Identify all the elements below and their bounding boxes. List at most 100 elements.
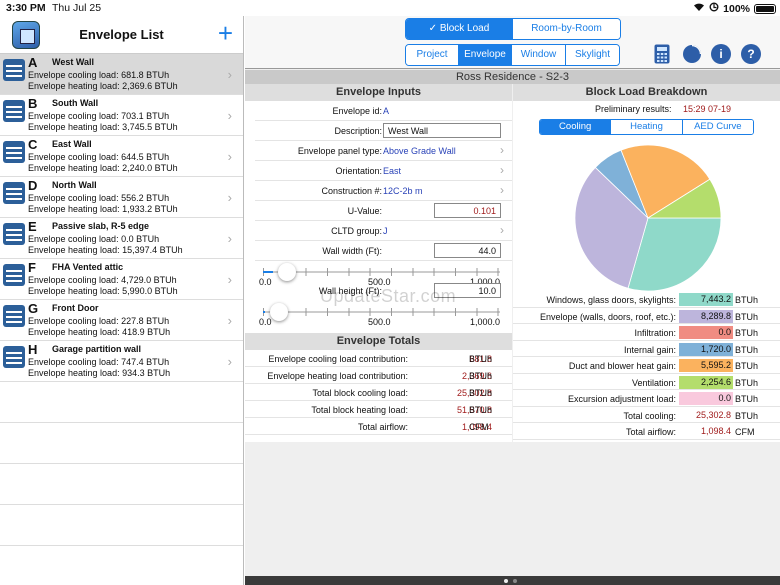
envelope-heating-load: Envelope heating load: 3,745.5 BTUh [28, 122, 178, 132]
page-dot[interactable] [513, 579, 517, 583]
envelope-heating-load: Envelope heating load: 1,933.2 BTUh [28, 204, 178, 214]
wall-height-slider[interactable]: 0.0 500.0 1,000.0 [255, 301, 512, 329]
breakdown-value: 8,289.8 [679, 309, 733, 323]
breakdown-label: Envelope (walls, doors, roof, etc.): [539, 311, 676, 322]
cltd-value[interactable]: J [383, 226, 388, 236]
slider-mid-label: 500.0 [368, 277, 391, 287]
signal-icon [709, 2, 719, 15]
tab-heating[interactable]: Heating [611, 120, 683, 134]
breakdown-value: 5,595.2 [679, 359, 733, 372]
wall-width-field[interactable]: 44.0 [434, 243, 501, 258]
envelope-list-header: Envelope List + [0, 16, 243, 54]
description-field[interactable]: West Wall [383, 123, 501, 138]
wall-width-label: Wall width (Ft): [322, 246, 382, 256]
tab-skylight[interactable]: Skylight [566, 45, 619, 65]
calculator-icon[interactable] [654, 44, 670, 69]
tab-block-load[interactable]: ✓ Block Load [406, 19, 513, 39]
pie-slice [620, 144, 711, 219]
envelope-cooling-load: Envelope cooling load: 227.8 BTUh [28, 316, 170, 326]
envelope-list-item[interactable]: H Garage partition wall Envelope cooling l… [0, 341, 243, 382]
breakdown-row: Envelope (walls, doors, roof, etc.): 8,28… [513, 308, 780, 324]
breakdown-value: 1,098.4 [700, 426, 731, 436]
totals-value: 2,369.6 [461, 371, 492, 381]
document-title: Ross Residence - S2-3 [245, 70, 780, 84]
envelope-cooling-load: Envelope cooling load: 681.8 BTUh [28, 70, 170, 80]
preliminary-results-label: Preliminary results: [595, 104, 672, 114]
cooling-pie-chart [574, 144, 722, 292]
slider-mid-label: 500.0 [368, 317, 391, 327]
chevron-right-icon: › [500, 183, 504, 197]
breakdown-unit: BTUh [735, 328, 759, 338]
tab-project[interactable]: Project [406, 45, 459, 65]
pie-chart-area [513, 135, 780, 292]
construction-row[interactable]: Construction #: 12C-2b m › [255, 181, 512, 201]
uvalue-row: U-Value: 0.101 [255, 201, 512, 221]
add-envelope-button[interactable]: + [217, 18, 233, 48]
chevron-right-icon: › [227, 272, 232, 287]
construction-label: Construction #: [321, 186, 382, 196]
breakdown-unit: CFM [735, 427, 755, 437]
envelope-list-item[interactable]: C East Wall Envelope cooling load: 644.5 B… [0, 136, 243, 177]
wall-height-field[interactable]: 10.0 [434, 283, 501, 298]
totals-unit: BTUh [469, 371, 493, 381]
breakdown-label: Duct and blower heat gain: [568, 361, 676, 371]
block-load-heading: Block Load Breakdown [513, 84, 780, 101]
cltd-row[interactable]: CLTD group: J › [255, 221, 512, 241]
wall-height-row: Wall height (Ft): 10.0 [255, 281, 512, 301]
mode-segmented-control: ✓ Block Load Room-by-Room [405, 18, 621, 40]
totals-row: Envelope cooling load contribution: 681.8… [245, 350, 512, 367]
app-logo-icon[interactable] [12, 21, 40, 49]
info-icon[interactable]: i [711, 44, 731, 64]
block-load-breakdown-panel: Block Load Breakdown Preliminary results… [513, 84, 780, 442]
chevron-right-icon: › [500, 163, 504, 177]
tab-room-by-room[interactable]: Room-by-Room [513, 19, 620, 39]
totals-value: 1,098.4 [461, 422, 492, 432]
wall-width-slider[interactable]: 0.0 500.0 1,000.0 [255, 261, 512, 289]
tab-aed-curve[interactable]: AED Curve [682, 120, 753, 134]
page-dot-active[interactable] [504, 579, 508, 583]
panel-type-value[interactable]: Above Grade Wall [383, 146, 456, 156]
totals-row: Envelope heating load contribution: 2,369… [245, 367, 512, 384]
envelope-list-item[interactable]: F FHA Vented attic Envelope cooling load: … [0, 259, 243, 300]
totals-value: 25,302.8 [456, 388, 492, 398]
empty-row [0, 423, 243, 464]
envelope-list-item[interactable]: B South Wall Envelope cooling load: 703.1 … [0, 95, 243, 136]
orientation-value[interactable]: East [383, 166, 402, 176]
envelope-letter: H [28, 342, 38, 357]
envelope-cooling-load: Envelope cooling load: 747.4 BTUh [28, 357, 170, 367]
wifi-icon [693, 2, 705, 15]
orientation-row[interactable]: Orientation: East › [255, 161, 512, 181]
preliminary-results-value: 15:29 07-19 [683, 104, 732, 114]
empty-row [0, 464, 243, 505]
envelope-heating-load: Envelope heating load: 2,240.0 BTUh [28, 163, 178, 173]
breakdown-value: 0.0 [679, 326, 733, 339]
slider-thumb[interactable] [270, 303, 289, 321]
uvalue-field[interactable]: 0.101 [434, 203, 501, 218]
help-icon[interactable]: ? [741, 44, 761, 64]
construction-value[interactable]: 12C-2b m [383, 186, 423, 196]
empty-row [0, 505, 243, 546]
wall-width-row: Wall width (Ft): 44.0 [255, 241, 512, 261]
envelope-list-item[interactable]: E Passive slab, R-5 edge Envelope cooling … [0, 218, 243, 259]
envelope-list-item[interactable]: G Front Door Envelope cooling load: 227.8 … [0, 300, 243, 341]
tab-window[interactable]: Window [512, 45, 566, 65]
pie-chart-icon[interactable] [682, 44, 702, 69]
breakdown-row: Ventilation: 2,254.6 BTUh [513, 374, 780, 390]
totals-row: Total airflow: 1,098.4 CFM [245, 418, 512, 435]
totals-value: 51,570.8 [456, 405, 492, 415]
panel-type-row[interactable]: Envelope panel type: Above Grade Wall › [255, 141, 512, 161]
cltd-label: CLTD group: [331, 226, 382, 236]
totals-value: 681.8 [469, 354, 492, 364]
chevron-right-icon: › [227, 149, 232, 164]
pie-slice [646, 178, 722, 219]
breakdown-value: 2,254.6 [679, 375, 733, 389]
tab-envelope[interactable]: Envelope [459, 45, 512, 65]
envelope-list-item[interactable]: D North Wall Envelope cooling load: 556.2 … [0, 177, 243, 218]
slider-thumb[interactable] [278, 263, 297, 281]
envelope-heating-load: Envelope heating load: 2,369.6 BTUh [28, 81, 178, 91]
description-label: Description: [334, 126, 382, 136]
chevron-right-icon: › [227, 313, 232, 328]
tab-cooling[interactable]: Cooling [540, 120, 612, 134]
envelope-list-item[interactable]: A West Wall Envelope cooling load: 681.8 B… [0, 54, 243, 95]
envelope-letter: D [28, 178, 38, 193]
